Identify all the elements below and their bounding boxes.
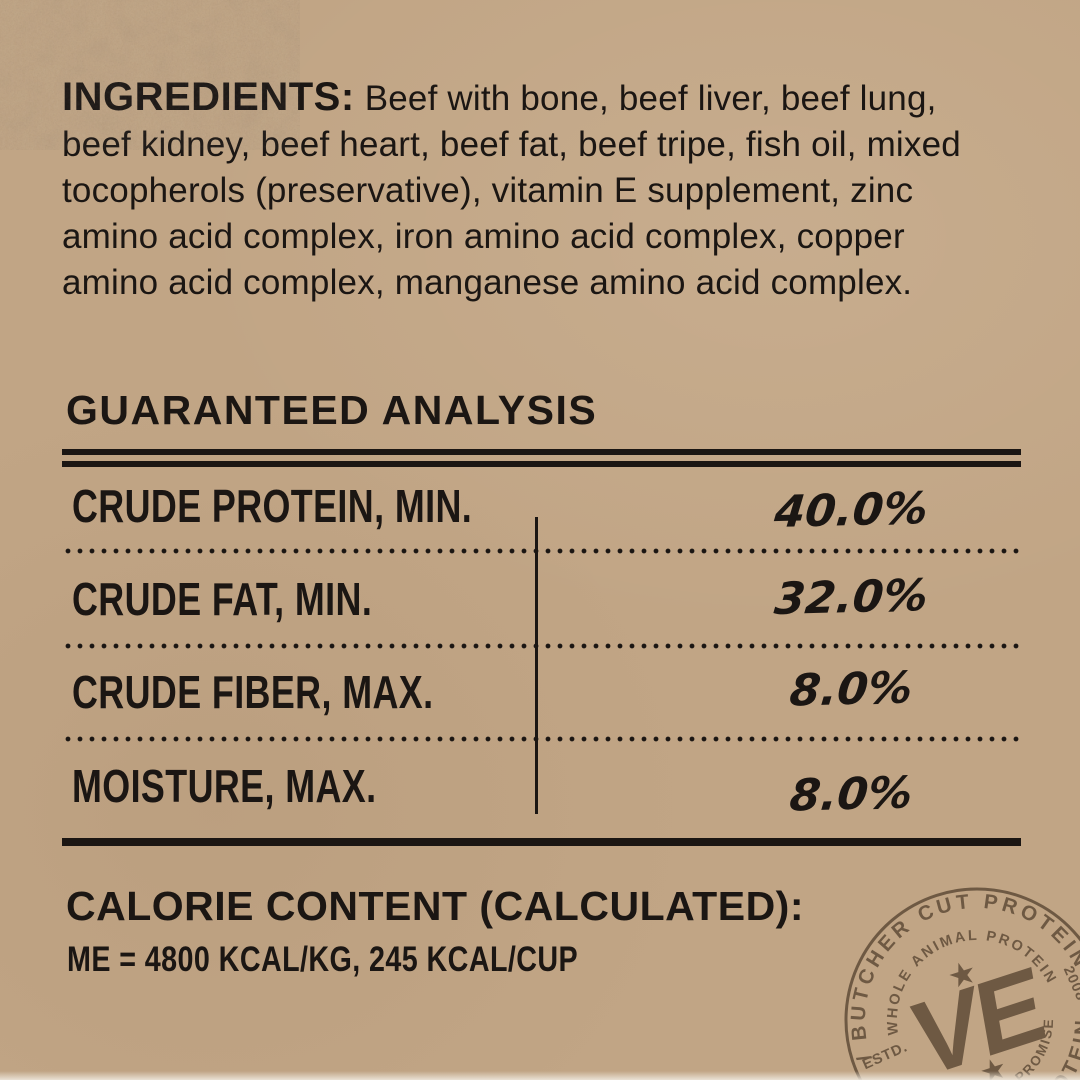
calorie-content-detail: ME = 4800 KCAL/KG, 245 KCAL/CUP (67, 940, 579, 979)
row-value-crude-fiber: 8.0% (787, 662, 915, 717)
ingredients-heading: INGREDIENTS: (62, 75, 355, 119)
row-label-crude-fiber: CRUDE FIBER, MAX. (72, 666, 434, 718)
table-column-divider (535, 517, 538, 814)
row-label-crude-fat: CRUDE FAT, MIN. (72, 573, 373, 625)
row-value-crude-fat: 32.0% (772, 570, 931, 626)
row-label-moisture: MOISTURE, MAX. (72, 760, 377, 812)
ingredients-paragraph: INGREDIENTS: Beef with bone, beef liver, … (62, 74, 1010, 306)
stamp-ring (844, 887, 1080, 1080)
row-value-moisture: 8.0% (787, 767, 915, 822)
ingredients-text: Beef with bone, beef liver, beef lung, b… (62, 79, 961, 302)
row-label-crude-protein: CRUDE PROTEIN, MIN. (72, 480, 473, 532)
brand-stamp-icon: / BUTCHER CUT PROTEIN / WHOLE ANIMAL PRO… (813, 856, 1080, 1080)
calorie-content-title: CALORIE CONTENT (CALCULATED): (66, 883, 804, 929)
dotted-separator (62, 643, 1020, 649)
guaranteed-analysis-title: GUARANTEED ANALYSIS (66, 387, 598, 433)
thick-rule (62, 838, 1021, 846)
double-rule (62, 449, 1021, 467)
stamp-year-text: 2008 (1060, 964, 1080, 1004)
row-value-crude-protein: 40.0% (772, 483, 931, 539)
dotted-separator (62, 548, 1020, 554)
dotted-separator (62, 736, 1020, 742)
